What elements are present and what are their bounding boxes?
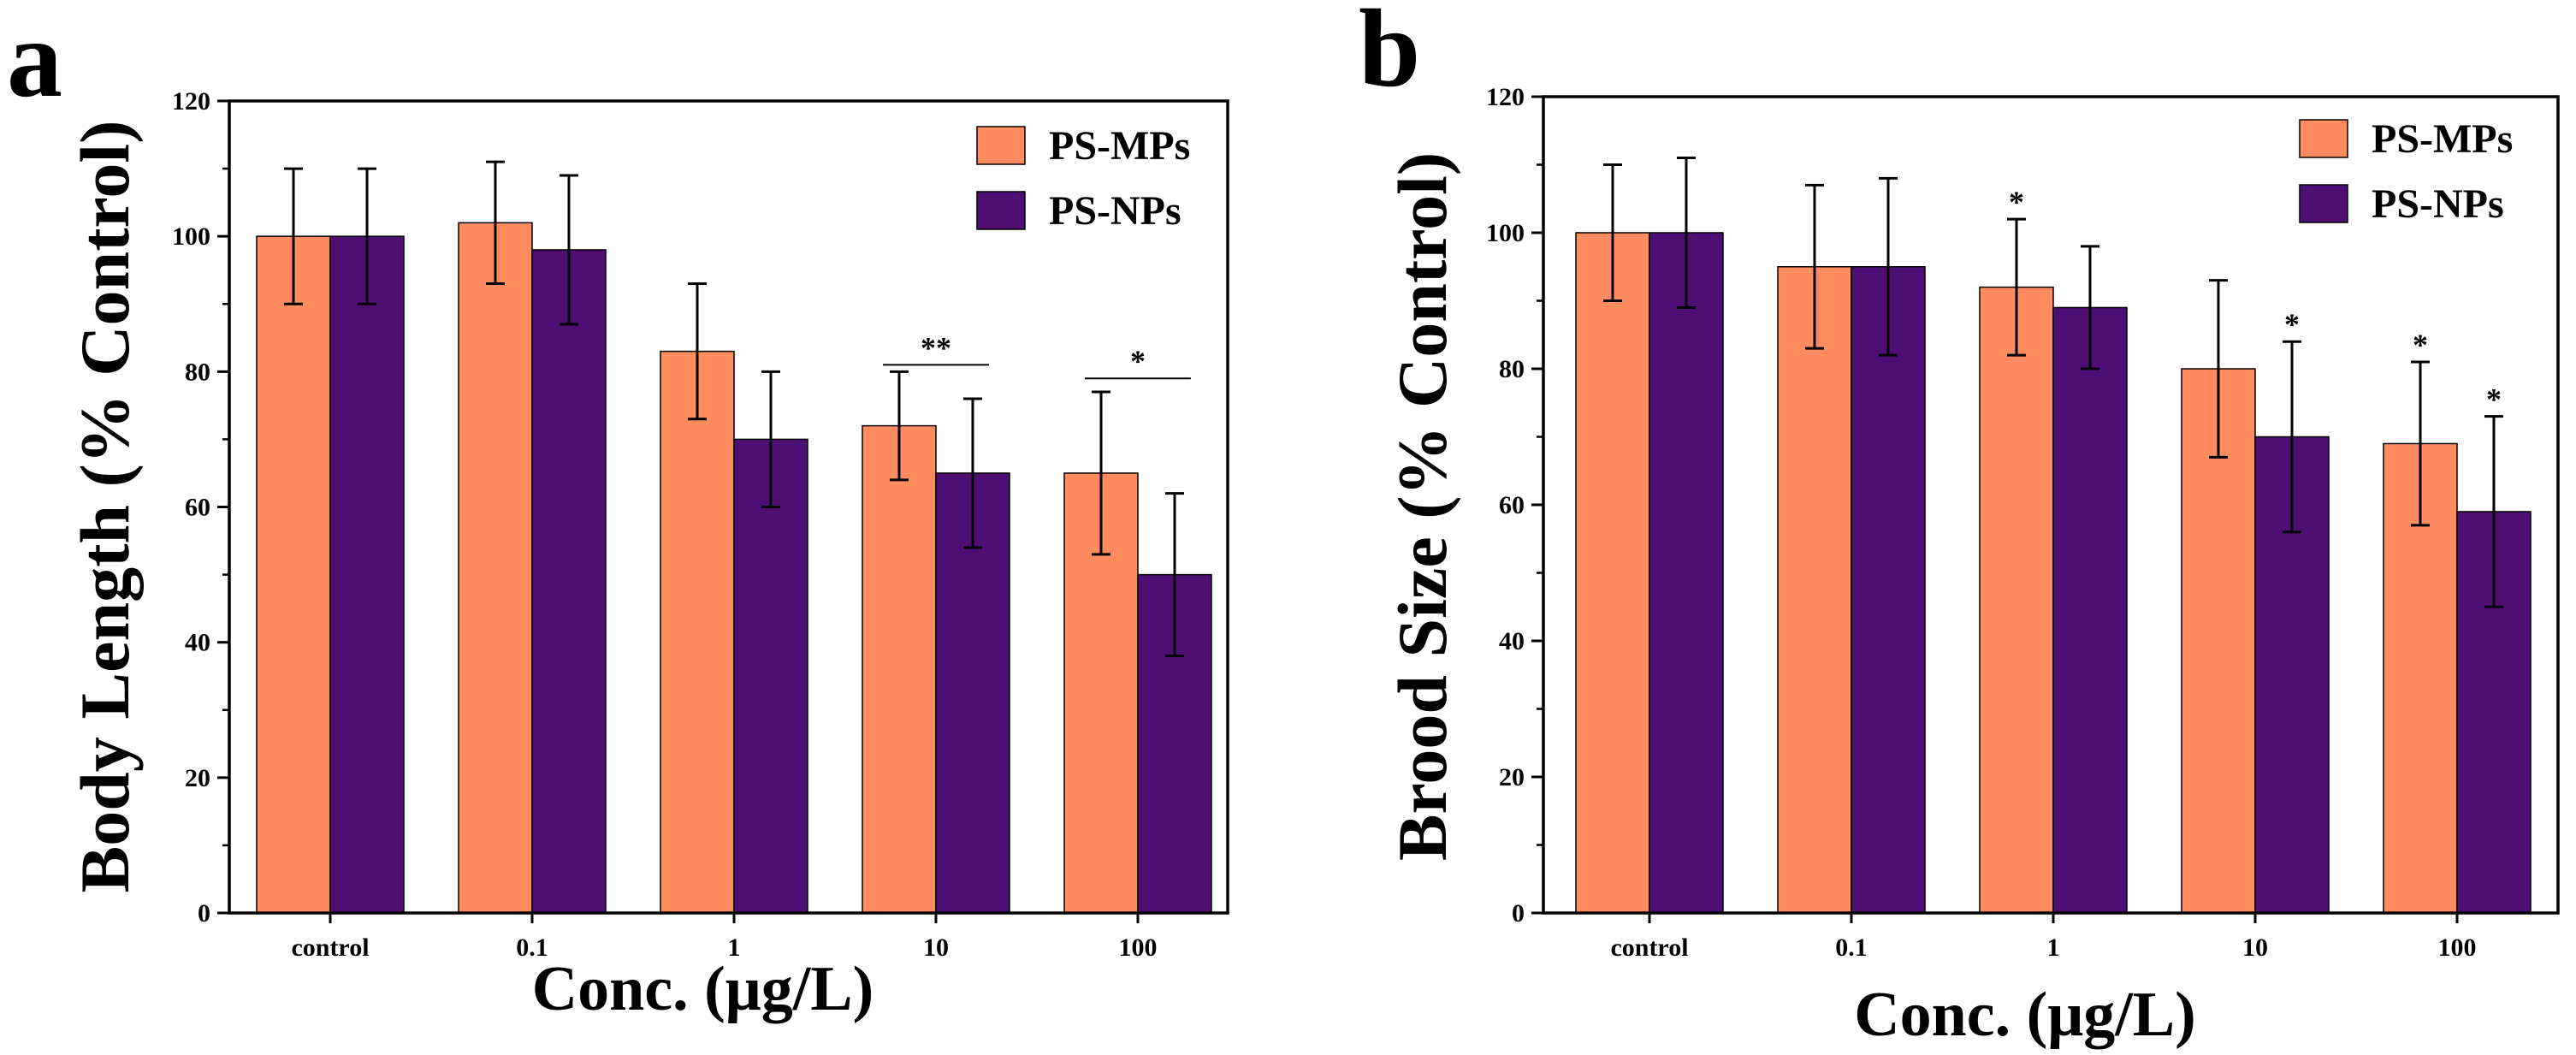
x-tick-label: 100	[2438, 933, 2477, 962]
bar-ps-mps-0.1	[1777, 266, 1852, 914]
y-tick-label: 60	[185, 494, 210, 522]
significance-label: *	[2284, 307, 2300, 341]
y-tick-label: 100	[172, 222, 210, 251]
error-bar-ps-nps-100	[1165, 492, 1184, 657]
bar-ps-mps-10	[862, 424, 937, 914]
y-tick-label: 40	[1499, 627, 1525, 655]
legend-swatch-ps-nps	[2299, 184, 2348, 223]
bar-ps-nps-control	[329, 235, 405, 914]
error-bar-ps-nps-control	[1677, 157, 1696, 309]
legend-label-ps-nps: PS-NPs	[1049, 188, 1181, 234]
y-tick-label: 100	[1486, 219, 1525, 247]
x-axis-label: Conc. (μg/L)	[532, 954, 874, 1024]
error-bar-ps-mps-10	[2209, 279, 2228, 459]
panel-letter-a: a	[7, 0, 62, 121]
legend-label-ps-mps: PS-MPs	[1049, 123, 1190, 169]
legend-swatch-ps-nps	[976, 191, 1026, 230]
error-bar-ps-nps-10	[2283, 340, 2301, 534]
bar-ps-nps-0.1	[1851, 266, 1926, 914]
bar-ps-mps-control	[256, 235, 331, 914]
error-bar-ps-mps-control	[284, 167, 303, 305]
bar-ps-mps-1	[1979, 286, 2054, 914]
y-tick-label: 80	[185, 358, 210, 386]
x-tick-label: 1	[2047, 933, 2060, 962]
y-tick-label: 20	[1499, 763, 1525, 791]
error-bar-ps-nps-0.1	[1879, 176, 1898, 357]
bar-ps-mps-10	[2181, 368, 2256, 914]
x-tick-label: 0.1	[1835, 933, 1868, 962]
significance-label: *	[2413, 328, 2428, 362]
x-tick-label: control	[291, 933, 369, 962]
x-tick-label: 10	[923, 933, 949, 962]
error-bar-ps-nps-10	[963, 397, 982, 549]
x-tick-label: 10	[2242, 933, 2268, 962]
bar-ps-mps-1	[660, 350, 735, 914]
error-bar-ps-nps-1	[761, 370, 780, 508]
x-tick-label: control	[1610, 933, 1688, 962]
x-axis-label: Conc. (μg/L)	[1854, 980, 2196, 1050]
error-bar-ps-mps-control	[1603, 163, 1622, 302]
y-tick-label: 120	[172, 87, 210, 116]
legend: PS-MPs PS-NPs	[976, 123, 1190, 234]
significance-label: **	[921, 330, 951, 365]
y-tick-label: 120	[1486, 83, 1525, 111]
x-tick-label: 0.1	[516, 933, 548, 962]
bar-ps-nps-1	[733, 438, 808, 914]
significance-label: *	[2486, 382, 2502, 417]
error-bar-ps-nps-control	[358, 167, 376, 305]
y-tick-label: 20	[185, 764, 210, 792]
y-tick-label: 0	[1512, 899, 1525, 928]
bar-ps-nps-1	[2052, 306, 2128, 914]
error-bar-ps-mps-0.1	[1805, 183, 1824, 350]
bar-ps-nps-0.1	[531, 249, 607, 914]
chart-panel-b: control 0.1 1 10 100 * * * * 0 20 40 60 80 100 120 Brood…	[1383, 83, 2560, 1050]
panel-letter-b: b	[1359, 0, 1420, 110]
legend: PS-MPs PS-NPs	[2299, 116, 2513, 227]
error-bar-ps-mps-1	[2007, 217, 2026, 357]
y-tick-label: 80	[1499, 355, 1525, 383]
legend-swatch-ps-mps	[2299, 119, 2348, 158]
y-tick-label: 60	[1499, 491, 1525, 519]
x-tick-label: 100	[1119, 933, 1158, 962]
error-bar-ps-nps-0.1	[560, 174, 578, 326]
error-bar-ps-nps-1	[2081, 245, 2099, 370]
error-bar-ps-mps-10	[890, 370, 909, 482]
error-bar-ps-nps-100	[2484, 415, 2503, 608]
bar-ps-mps-control	[1575, 232, 1650, 914]
x-tick-label: 1	[728, 933, 741, 962]
legend-label-ps-mps: PS-MPs	[2372, 116, 2513, 162]
y-tick-label: 40	[185, 629, 210, 657]
legend-label-ps-nps: PS-NPs	[2372, 181, 2504, 227]
legend-swatch-ps-mps	[976, 126, 1026, 165]
bar-ps-nps-control	[1649, 232, 1724, 914]
significance-label: *	[1130, 344, 1146, 378]
significance-label: *	[2009, 185, 2024, 219]
y-tick-label: 0	[198, 899, 210, 928]
y-axis-label: Body Length (% Control)	[66, 121, 144, 893]
error-bar-ps-mps-1	[688, 282, 707, 421]
error-bar-ps-mps-0.1	[486, 160, 505, 286]
error-bar-ps-mps-100	[1092, 390, 1110, 556]
error-bar-ps-mps-100	[2411, 360, 2430, 527]
y-axis-label: Brood Size (% Control)	[1383, 152, 1461, 861]
bar-ps-mps-0.1	[458, 222, 533, 914]
